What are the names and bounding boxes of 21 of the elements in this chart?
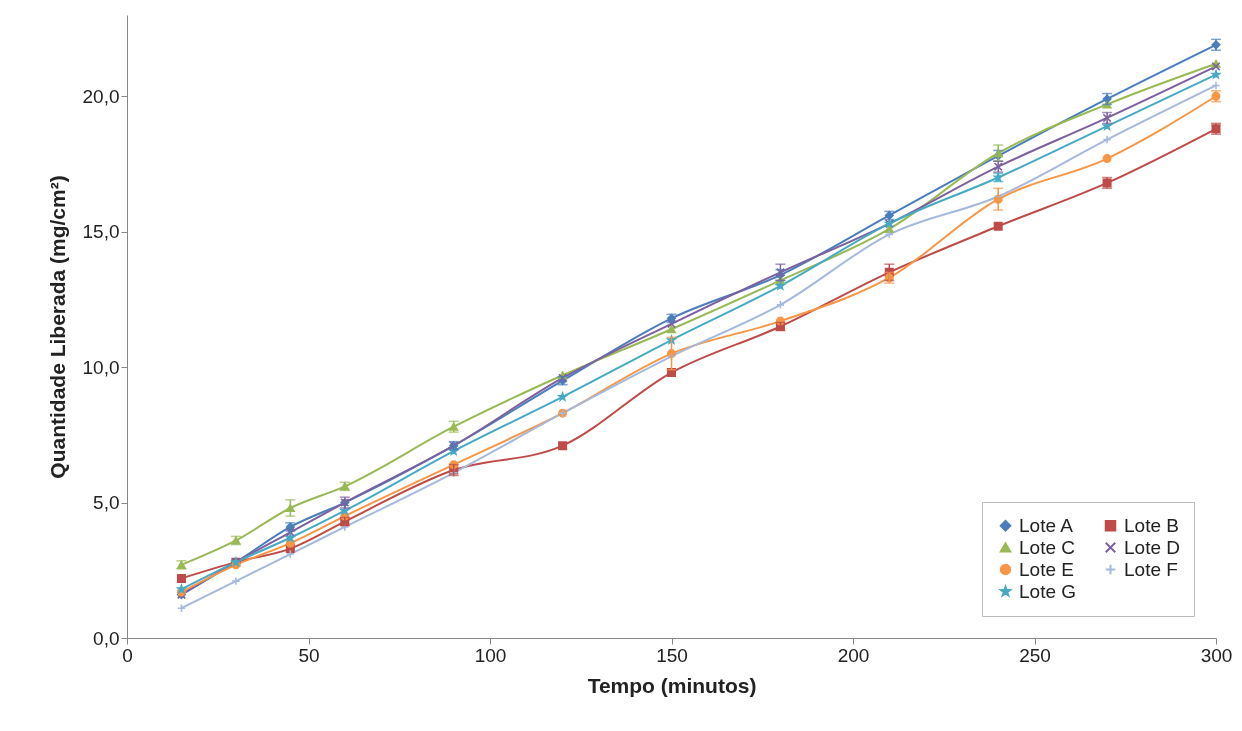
legend-label: Lote C [1019,536,1075,558]
y-axis-title: Quantidade Liberada (mg/cm²) [45,175,69,479]
legend-label: Lote D [1124,536,1180,558]
y-tick-label: 20,0 [82,85,120,107]
legend-label: Lote E [1019,558,1074,580]
x-tick-label: 300 [1200,644,1233,666]
x-tick-label: 250 [1019,644,1051,666]
legend-label: Lote B [1124,514,1179,536]
x-tick-label: 100 [474,644,507,666]
y-tick-label: 15,0 [82,221,120,243]
y-tick-label: 5,0 [93,492,120,514]
y-tick-label: 0,0 [93,627,120,649]
legend-label: Lote A [1019,514,1074,536]
x-axis-title: Tempo (minutos) [587,673,757,697]
legend-label: Lote F [1124,558,1178,580]
x-tick-label: 200 [837,644,870,666]
x-tick-label: 0 [122,644,133,666]
x-tick-label: 150 [656,644,688,666]
x-tick-label: 50 [298,644,320,666]
y-tick-label: 10,0 [82,356,120,378]
legend-label: Lote G [1019,580,1077,602]
